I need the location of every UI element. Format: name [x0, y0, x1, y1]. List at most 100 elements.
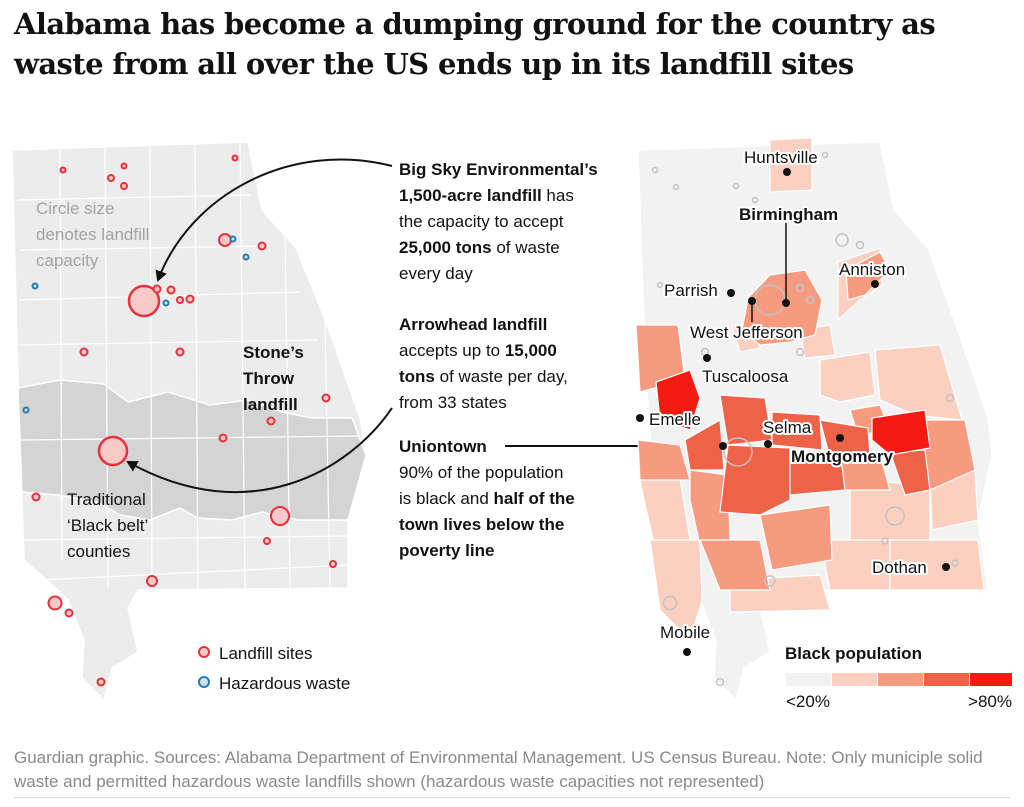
arrowhead-arrow — [126, 407, 393, 494]
annotation-run: Arrowhead landfill — [399, 315, 547, 334]
annotation-run: half of the — [494, 489, 575, 508]
stones-throw-label: Stone’s Throw landfill — [243, 343, 309, 414]
landfill-site — [96, 677, 106, 687]
black-belt-label: Traditional ‘Black belt’ counties — [67, 490, 152, 561]
hazardous-site — [22, 406, 30, 414]
landfill-site — [166, 285, 176, 295]
landfill-site — [64, 608, 74, 618]
landfill-site — [321, 393, 331, 403]
size-note: Circle size denotes landfill capacity — [36, 199, 154, 270]
legend-swatch-0 — [786, 673, 831, 686]
landfill-circles — [31, 154, 337, 687]
landfill-site — [120, 162, 128, 170]
landfill-site — [107, 174, 115, 182]
annotation-run: Uniontown — [399, 437, 487, 456]
city-label-tuscaloosa: Tuscaloosa — [702, 367, 789, 386]
uniontown-dot — [719, 442, 727, 450]
annotation-run: 15,000 — [505, 341, 557, 360]
uniontown-annotation: Uniontown 90% of the population is black a… — [399, 437, 575, 560]
legend-swatch-2 — [878, 673, 923, 686]
annotation-run: accepts up to — [399, 341, 505, 360]
landfill-site — [231, 154, 239, 162]
right-landfill-rings — [651, 151, 959, 687]
anniston-dot — [871, 280, 879, 288]
annotation-run: of waste — [492, 238, 560, 257]
annotation-run: of waste per day, — [435, 367, 568, 386]
mobile-dot — [683, 648, 691, 656]
landfill-site — [263, 537, 271, 545]
annotation-run: 90% of the population — [399, 463, 563, 482]
bottom-rule — [14, 797, 1010, 798]
hazardous-circles — [22, 235, 250, 414]
legend-title: Black population — [785, 644, 922, 663]
annotation-run: tons — [399, 367, 435, 386]
west-jefferson-dot — [748, 297, 756, 305]
landfill-site — [120, 182, 128, 190]
arrowhead-annotation: Arrowhead landfill accepts up to 15,000 to… — [399, 315, 568, 412]
arrowhead-landfill — [97, 435, 129, 467]
left-county-lines — [17, 141, 361, 591]
legend-landfill-label: Landfill sites — [219, 644, 313, 663]
landfill-site — [218, 433, 228, 443]
annotation-run: has — [542, 186, 574, 205]
annotation-run: town lives below the — [399, 515, 564, 534]
big-sky-landfill — [127, 284, 161, 318]
city-label-huntsville: Huntsville — [744, 148, 818, 167]
landfill-site — [257, 241, 267, 251]
big-sky-annotation: Big Sky Environmental’s 1,500-acre landfi… — [399, 160, 598, 283]
dothan-dot — [942, 563, 950, 571]
annotation-run: poverty line — [399, 541, 494, 560]
city-label-mobile: Mobile — [660, 623, 710, 642]
legend-swatch-3 — [924, 673, 969, 686]
landfill-site — [266, 416, 276, 426]
annotation-run: is black and — [399, 489, 494, 508]
landfill-site — [329, 560, 337, 568]
landfill-site — [218, 233, 232, 247]
hazardous-site — [229, 235, 237, 243]
legend-max-label: >80% — [968, 692, 1012, 711]
landfill-site — [175, 347, 185, 357]
choropleth-60-80 — [684, 394, 931, 516]
selma-dot — [764, 440, 772, 448]
big-sky-arrow — [155, 158, 393, 282]
annotation-run: every day — [399, 264, 473, 283]
birmingham-dot — [782, 299, 790, 307]
huntsville-dot — [783, 168, 791, 176]
legend-hazardous-label: Hazardous waste — [219, 674, 350, 693]
landfill-site — [152, 284, 162, 294]
annotation-run: Big Sky Environmental’s — [399, 160, 598, 179]
landfill-site — [79, 347, 89, 357]
landfill-legend-swatch — [198, 646, 210, 658]
landfill-site — [185, 294, 195, 304]
hazardous-site — [31, 282, 39, 290]
landfill-site — [176, 296, 184, 304]
landfill-site — [59, 166, 67, 174]
landfill-site — [47, 595, 63, 611]
city-label-west-jefferson: West Jefferson — [690, 323, 803, 342]
city-label-dothan: Dothan — [872, 558, 927, 577]
city-label-emelle: Emelle — [649, 410, 701, 429]
left-map: Circle size denotes landfill capacity St… — [11, 141, 367, 702]
hazardous-legend-swatch — [198, 676, 210, 688]
city-label-anniston: Anniston — [839, 260, 905, 279]
city-label-montgomery: Montgomery — [791, 447, 894, 466]
hazardous-site — [242, 253, 250, 261]
hazardous-site — [162, 299, 170, 307]
city-label-parrish: Parrish — [664, 281, 718, 300]
choropleth-20-40 — [639, 137, 985, 642]
headline: Alabama has become a dumping ground for … — [14, 7, 936, 81]
landfill-site — [146, 575, 158, 587]
montgomery-dot — [836, 434, 844, 442]
annotation-run: the capacity to accept — [399, 212, 564, 231]
black-belt-region — [17, 379, 367, 521]
legend-min-label: <20% — [786, 692, 830, 711]
emelle-dot — [636, 414, 644, 422]
city-label-selma: Selma — [763, 418, 812, 437]
legend-swatch-1 — [832, 673, 877, 686]
parrish-dot — [727, 289, 735, 297]
landfill-site — [31, 492, 41, 502]
landfill-site — [270, 506, 290, 526]
right-map: Huntsville Birmingham Anniston Parrish W… — [635, 137, 1012, 711]
annotation-run: 25,000 tons — [399, 238, 492, 257]
